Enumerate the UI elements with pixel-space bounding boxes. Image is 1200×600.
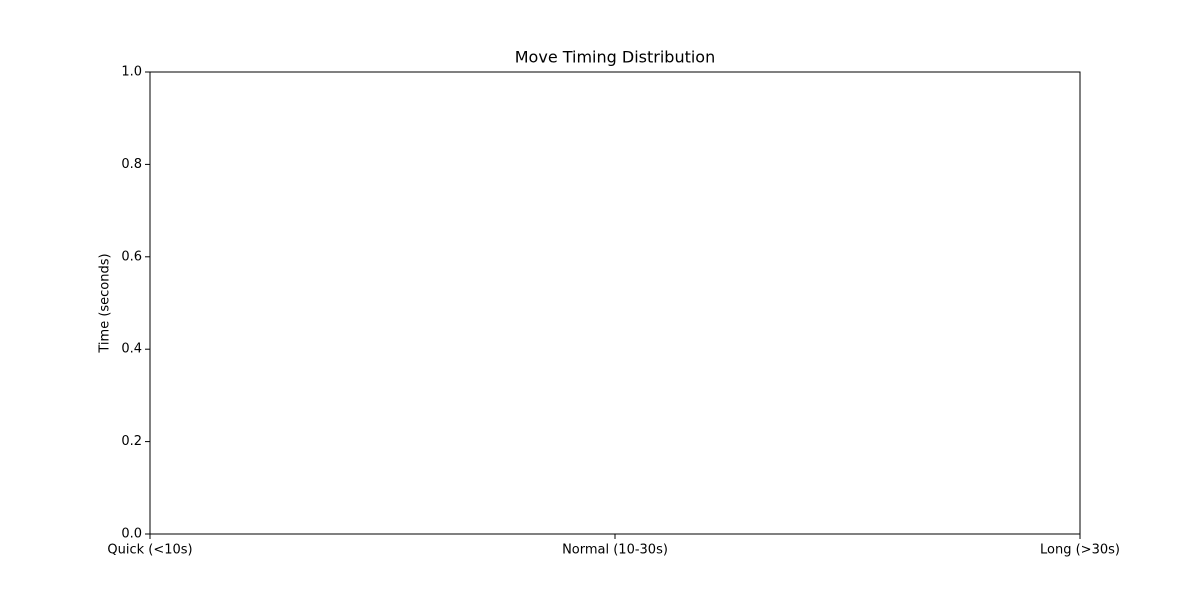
y-axis-label: Time (seconds) bbox=[98, 253, 113, 353]
chart-title: Move Timing Distribution bbox=[515, 48, 715, 67]
y-tick-label: 0.0 bbox=[121, 527, 142, 542]
y-tick-label: 0.8 bbox=[121, 157, 142, 172]
y-tick-label: 0.4 bbox=[121, 342, 142, 357]
x-tick-label: Quick (<10s) bbox=[107, 543, 192, 558]
plot-frame bbox=[149, 71, 1081, 535]
y-tick-label: 0.2 bbox=[121, 434, 142, 449]
y-tick-label: 1.0 bbox=[121, 65, 142, 80]
x-tick-label: Long (>30s) bbox=[1040, 543, 1120, 558]
y-tick-label: 0.6 bbox=[121, 249, 142, 264]
x-tick-label: Normal (10-30s) bbox=[562, 543, 668, 558]
